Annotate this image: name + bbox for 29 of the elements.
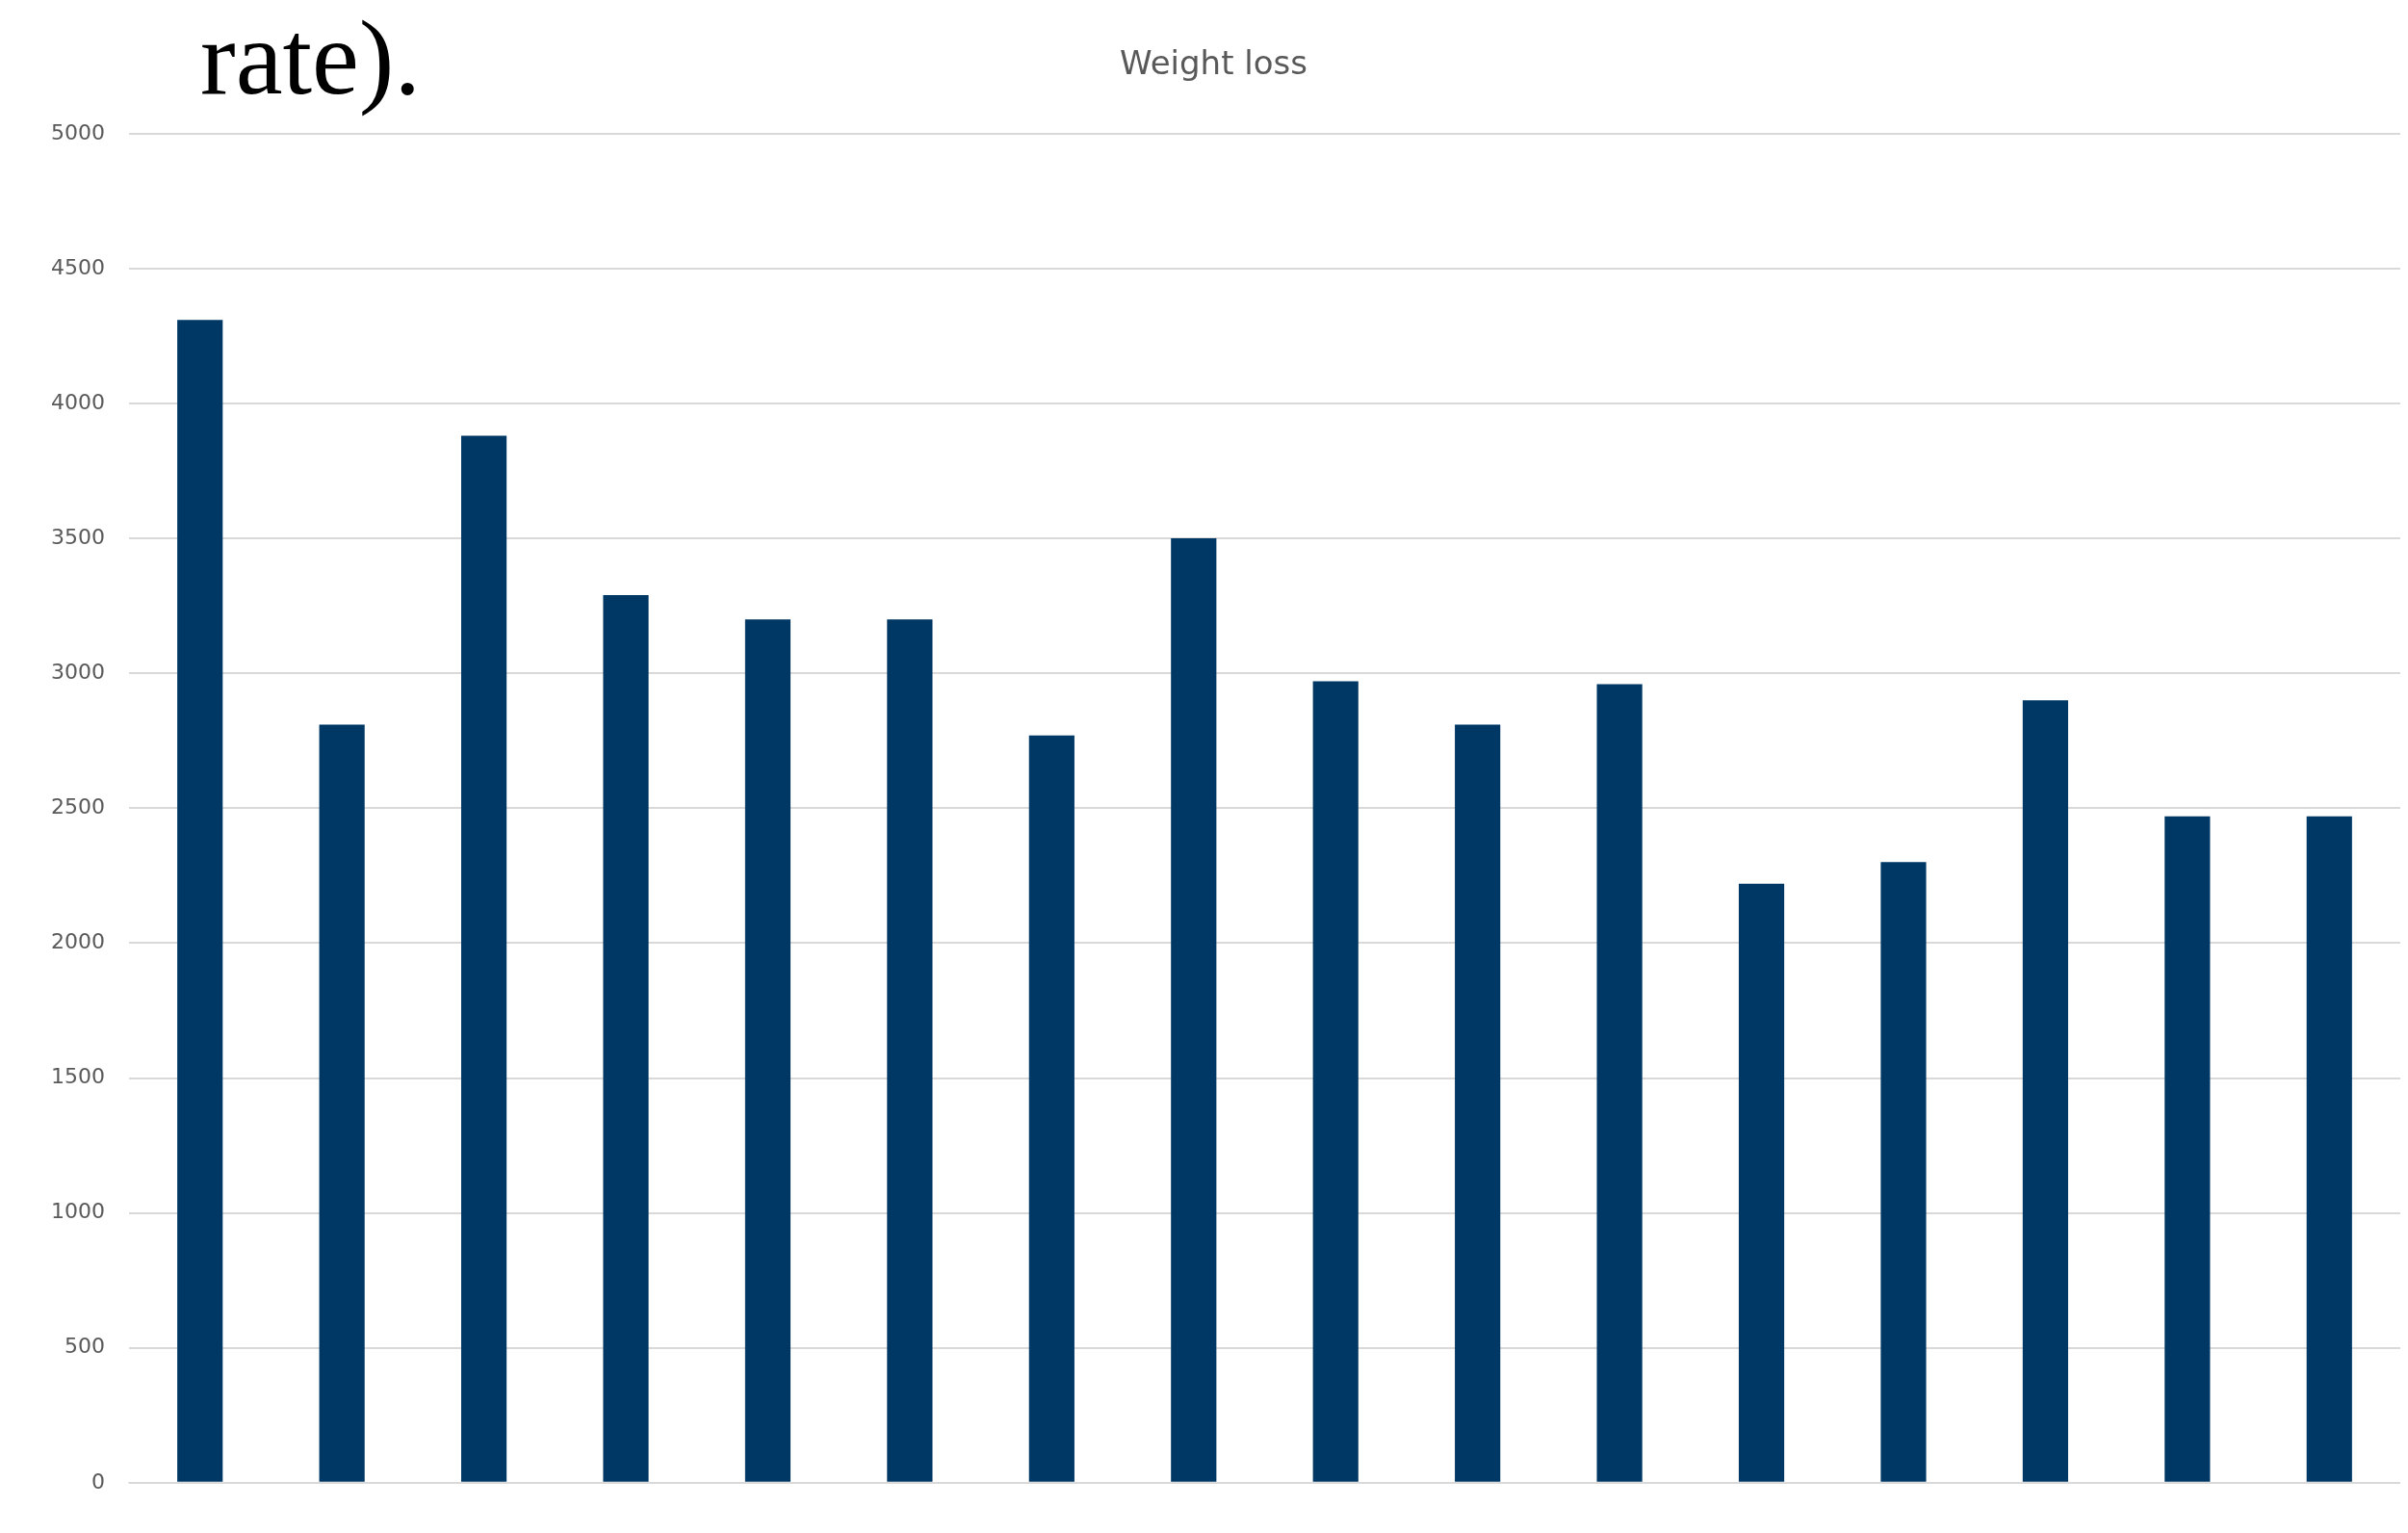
- bar: [1028, 735, 1075, 1482]
- bar: [2164, 816, 2211, 1482]
- y-tick-label: 1000: [50, 1199, 105, 1224]
- y-tick-label: 2000: [50, 929, 105, 954]
- y-tick-label: 4500: [50, 254, 105, 279]
- bar: [603, 594, 649, 1482]
- bar: [1171, 538, 1217, 1482]
- y-tick-label: 3500: [50, 524, 105, 549]
- y-tick-label: 0: [91, 1468, 105, 1494]
- chart-title: Weight loss: [1120, 43, 1308, 83]
- bar: [1880, 862, 1927, 1482]
- bar: [460, 435, 507, 1482]
- y-tick-label: 500: [64, 1334, 105, 1359]
- bar: [1738, 883, 1785, 1482]
- y-tick-label: 3000: [50, 659, 105, 684]
- bar: [1312, 681, 1359, 1482]
- y-tick-label: 2500: [50, 794, 105, 819]
- bar: [1455, 724, 1501, 1482]
- text: rate).: [200, 0, 421, 117]
- bar: [177, 320, 223, 1482]
- bar: [887, 619, 933, 1482]
- y-tick-label: 1500: [50, 1064, 105, 1089]
- bar: [319, 724, 365, 1482]
- bar: [2022, 700, 2068, 1482]
- bar: [744, 619, 791, 1482]
- y-tick-label: 4000: [50, 389, 105, 414]
- y-tick-label: 5000: [50, 119, 105, 144]
- bar: [2306, 816, 2352, 1482]
- bar: [1596, 684, 1643, 1482]
